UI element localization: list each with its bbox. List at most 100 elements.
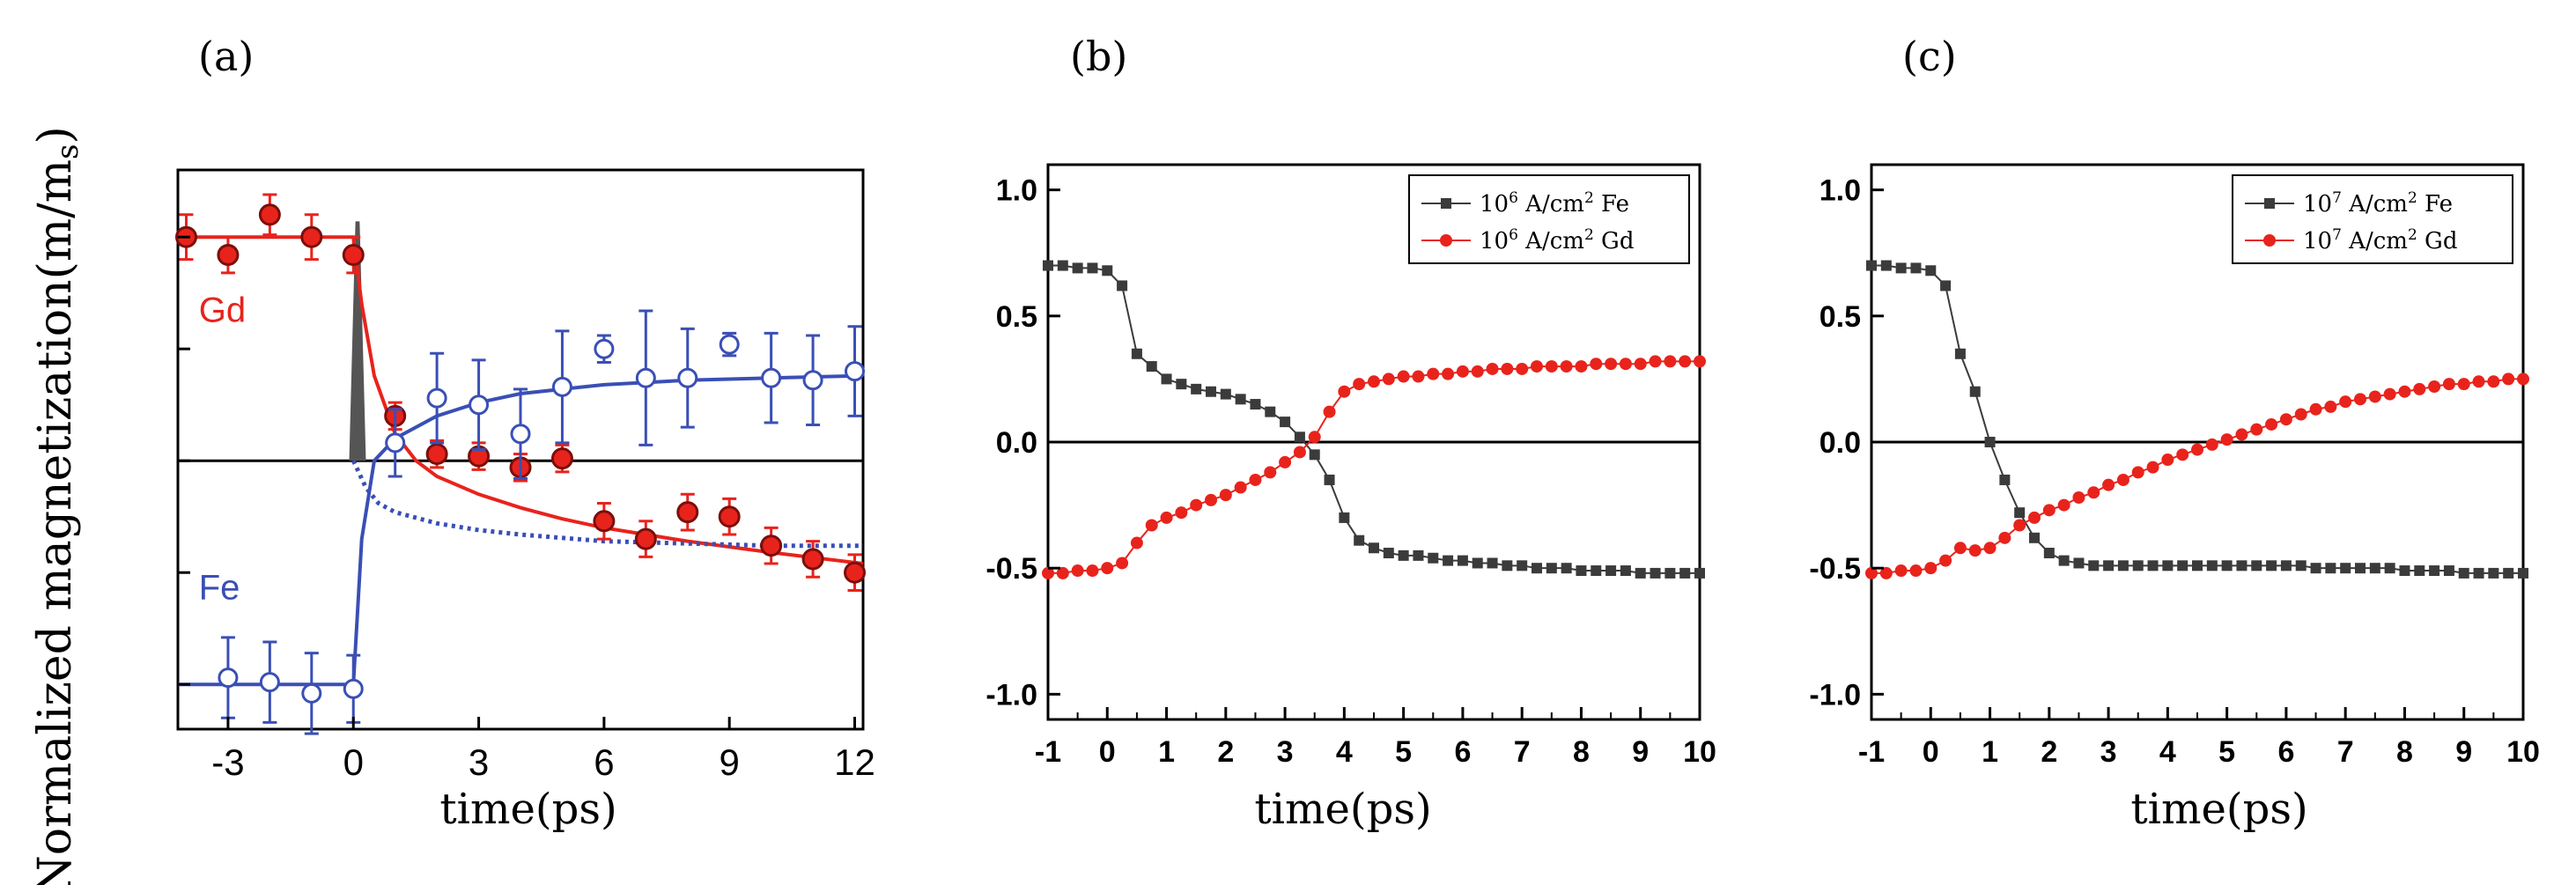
data-point-gd (718, 505, 741, 528)
data-point-gd (2354, 393, 2366, 406)
data-point-gd (2191, 443, 2203, 456)
data-point-fe (2014, 507, 2026, 519)
data-point-fe (2399, 565, 2410, 577)
data-point-fe (845, 361, 866, 382)
data-point-gd (2205, 438, 2218, 451)
data-point-fe (2088, 560, 2100, 572)
data-point-gd (2013, 519, 2026, 532)
series-line-b (1048, 360, 1700, 574)
data-point-fe (802, 370, 823, 391)
y-tick-label-c: -0.5 (1809, 552, 1861, 586)
data-point-fe (1517, 560, 1528, 572)
data-point-fe (1502, 560, 1513, 572)
data-point-fe (1072, 262, 1083, 274)
x-tick-label-c: 6 (2277, 735, 2294, 769)
x-tick-label-b: 4 (1336, 735, 1353, 769)
data-point-fe (1940, 280, 1952, 291)
data-point-gd (2176, 448, 2189, 461)
data-point-fe (2236, 560, 2248, 572)
data-point-fe (1413, 549, 1424, 561)
data-point-fe (1206, 386, 1216, 397)
legend-b: 106 A/cm2 Fe 106 A/cm2 Gd (1408, 174, 1690, 264)
x-tick-label-c: -1 (1858, 735, 1885, 769)
data-point-gd (2487, 375, 2500, 388)
x-tick-label-b: 1 (1158, 735, 1175, 769)
x-tick-label-c: 5 (2218, 735, 2235, 769)
data-point-gd (342, 244, 365, 267)
data-point-fe (2310, 563, 2321, 574)
data-point-fe (1043, 260, 1053, 271)
x-tick-label-b: 5 (1395, 735, 1412, 769)
x-axis-label-c: time(ps) (2130, 785, 2307, 834)
plot-frame-a (176, 168, 865, 731)
data-point-fe (1546, 563, 1557, 574)
data-point-gd (2517, 372, 2529, 386)
data-point-gd (2472, 375, 2485, 388)
data-point-gd (2442, 378, 2455, 391)
data-point-gd (1353, 378, 1366, 391)
y-tick-label-c: 0.5 (1819, 300, 1861, 334)
data-point-fe (2029, 532, 2040, 543)
x-tick-label-b: 8 (1573, 735, 1590, 769)
data-point-fe (1694, 567, 1705, 579)
data-point-gd (1412, 370, 1425, 383)
x-tick-label-c: 7 (2337, 735, 2354, 769)
legend-label-c: 107 A/cm2 Fe (2303, 189, 2453, 218)
legend-box-c (2232, 174, 2513, 264)
annotation-fe: Fe (199, 569, 240, 608)
data-point-gd (1249, 473, 1262, 486)
data-point-fe (2414, 565, 2425, 577)
x-tick-label-c: 0 (1923, 735, 1939, 769)
x-tick-label-c: 1 (1982, 735, 1998, 769)
data-point-gd (1308, 431, 1321, 444)
data-point-fe (2280, 560, 2292, 572)
x-tick-label-c: 10 (2506, 735, 2540, 769)
x-tick-label-a: 12 (834, 741, 875, 783)
data-point-gd (2383, 387, 2396, 401)
data-point-gd (1219, 489, 1232, 502)
data-point-gd (1879, 566, 1893, 579)
data-point-gd (1590, 358, 1603, 371)
data-point-gd (550, 447, 573, 470)
data-point-fe (1925, 265, 1937, 277)
x-axis-label-b: time(ps) (1254, 785, 1431, 834)
data-point-gd (1368, 375, 1380, 388)
data-point-fe (1605, 565, 1617, 577)
data-point-gd (2339, 395, 2352, 409)
data-point-gd (1071, 564, 1084, 578)
data-point-gd (1101, 562, 1114, 575)
data-point-fe (1354, 535, 1365, 546)
x-tick-label-c: 8 (2396, 735, 2413, 769)
data-point-fe (1161, 373, 1172, 385)
data-point-fe (719, 334, 740, 355)
data-point-gd (1086, 564, 1099, 578)
data-point-gd (1338, 385, 1351, 398)
data-point-fe (469, 395, 490, 416)
series-line-c (1871, 264, 2523, 574)
data-point-fe (259, 672, 280, 693)
data-point-gd (1679, 355, 1692, 368)
data-point-gd (1998, 531, 2011, 544)
data-point-fe (301, 682, 322, 704)
y-axis-label: Normalized magnetization(m/ms) (29, 126, 85, 885)
data-point-gd (2057, 498, 2070, 512)
data-point-fe (2206, 560, 2218, 572)
data-point-fe (1057, 260, 1068, 271)
legend-marker-gd (1440, 234, 1452, 247)
data-point-gd (1664, 355, 1677, 368)
data-point-fe (2384, 563, 2395, 574)
data-point-gd (1939, 554, 1952, 567)
data-point-fe (1635, 567, 1646, 579)
series-line-b (1048, 264, 1700, 574)
y-tick-label-b: -1.0 (985, 678, 1037, 712)
legend-label-b: 106 A/cm2 Gd (1480, 226, 1634, 254)
data-point-fe (1457, 555, 1468, 566)
data-point-fe (1428, 552, 1439, 564)
data-point-gd (1909, 564, 1923, 578)
data-point-fe (2473, 567, 2484, 579)
panel-label-b: (b) (1070, 33, 1127, 80)
data-point-fe (1117, 280, 1128, 291)
data-point-fe (1487, 557, 1498, 569)
data-point-gd (593, 510, 616, 533)
data-point-fe (2488, 567, 2499, 579)
